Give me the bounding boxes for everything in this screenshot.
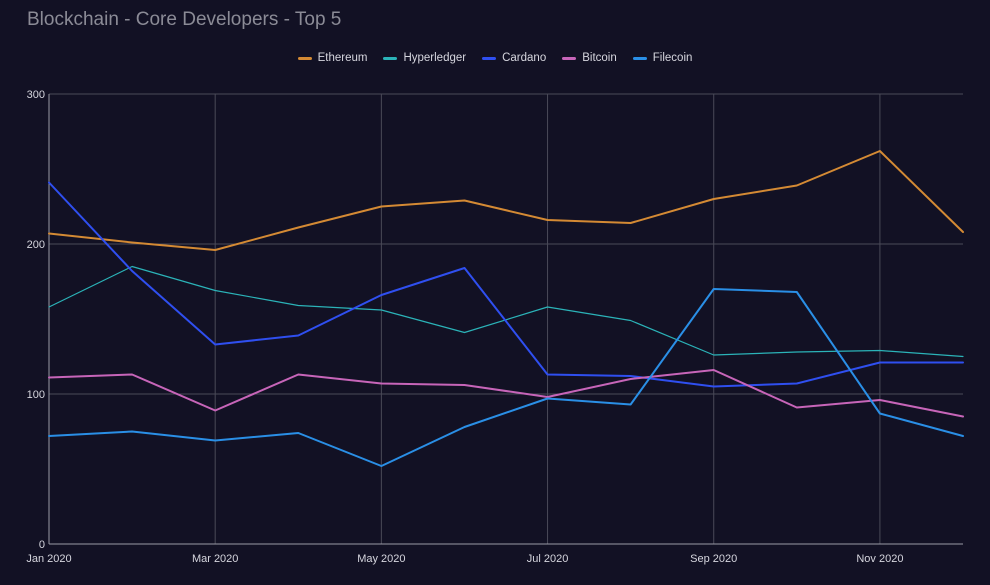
legend-item-cardano[interactable]: Cardano	[482, 52, 546, 64]
x-tick-label: Mar 2020	[192, 553, 238, 565]
y-tick-label: 0	[39, 539, 45, 551]
chart-title: Blockchain - Core Developers - Top 5	[27, 9, 342, 30]
legend-item-filecoin[interactable]: Filecoin	[632, 52, 693, 64]
legend-label: Filecoin	[652, 52, 693, 64]
series-line-hyperledger	[48, 265, 964, 358]
series-line-filecoin	[48, 288, 964, 467]
x-tick-label: Sep 2020	[690, 553, 737, 565]
x-tick-label: Nov 2020	[856, 553, 903, 565]
legend-swatch	[632, 56, 647, 60]
legend-swatch	[383, 56, 398, 60]
legend-label: Bitcoin	[582, 52, 617, 64]
legend: Ethereum Hyperledger Cardano Bitcoin Filecoi…	[0, 52, 990, 64]
y-tick-label: 300	[27, 89, 45, 101]
legend-swatch	[482, 56, 497, 60]
x-tick-label: Jul 2020	[527, 553, 569, 565]
x-tick-label: Jan 2020	[26, 553, 71, 565]
legend-label: Hyperledger	[403, 52, 467, 64]
legend-item-bitcoin[interactable]: Bitcoin	[562, 52, 617, 64]
y-tick-label: 200	[27, 239, 45, 251]
x-tick-label: May 2020	[357, 553, 405, 565]
legend-swatch	[297, 56, 312, 60]
series-line-cardano	[48, 181, 964, 388]
series-line-ethereum	[48, 150, 964, 251]
legend-swatch	[562, 56, 577, 60]
series-line-bitcoin	[48, 369, 964, 418]
legend-item-ethereum[interactable]: Ethereum	[297, 52, 368, 64]
legend-item-hyperledger[interactable]: Hyperledger	[383, 52, 466, 64]
y-tick-label: 100	[27, 389, 45, 401]
legend-label: Cardano	[502, 52, 547, 64]
legend-label: Ethereum	[317, 52, 368, 64]
